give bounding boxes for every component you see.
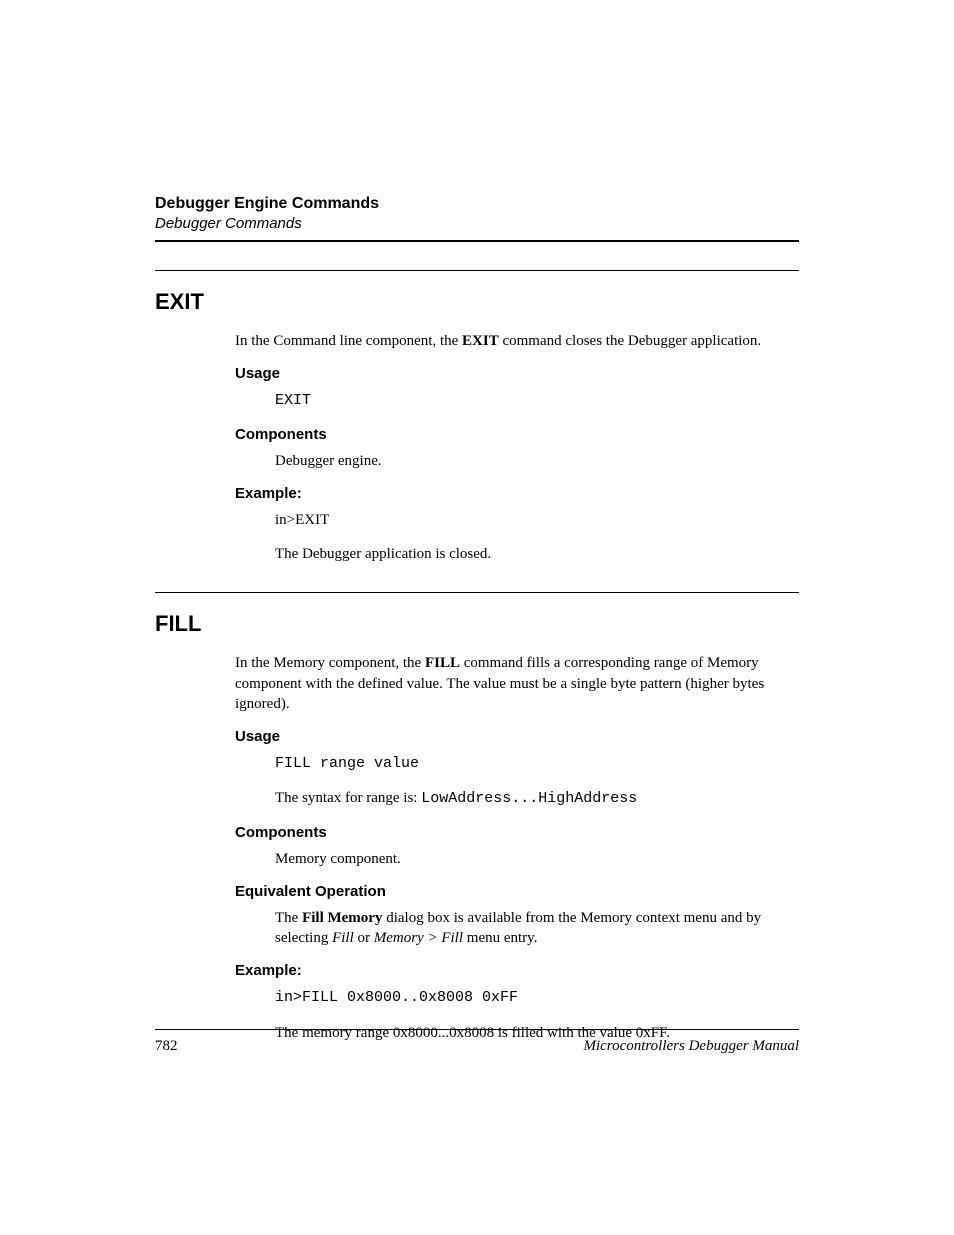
body-line: Memory component. (275, 849, 799, 869)
running-head-subtitle: Debugger Commands (155, 215, 799, 232)
command-title-fill: FILL (155, 611, 799, 637)
text-run: in>EXIT (275, 512, 329, 528)
page-number: 782 (155, 1038, 178, 1055)
body-line: Debugger engine. (275, 451, 799, 471)
page: Debugger Engine Commands Debugger Comman… (0, 0, 954, 1235)
running-head-title: Debugger Engine Commands (155, 195, 799, 213)
text-run: in>FILL 0x8000..0x8008 0xFF (275, 989, 518, 1006)
command-title-exit: EXIT (155, 289, 799, 315)
manual-title: Microcontrollers Debugger Manual (583, 1038, 799, 1055)
text-run: Fill Memory (302, 910, 382, 926)
section-body-exit: In the Command line component, the EXIT … (235, 331, 799, 564)
sub-heading: Components (235, 426, 799, 443)
sub-heading: Example: (235, 962, 799, 979)
text-run: The (275, 910, 302, 926)
text-run: The Debugger application is closed. (275, 546, 491, 562)
sub-heading: Equivalent Operation (235, 883, 799, 900)
text-run: FILL (425, 655, 460, 671)
body-line: FILL range value (275, 753, 799, 774)
sub-heading: Components (235, 824, 799, 841)
text-run: LowAddress...HighAddress (421, 790, 637, 807)
body-line: The Debugger application is closed. (275, 544, 799, 564)
sections: EXITIn the Command line component, the E… (155, 270, 799, 1043)
text-run: EXIT (275, 392, 311, 409)
footer: 782 Microcontrollers Debugger Manual (155, 1029, 799, 1055)
body-line: The syntax for range is: LowAddress...Hi… (275, 788, 799, 809)
sub-heading: Example: (235, 485, 799, 502)
text-run: EXIT (462, 333, 499, 349)
sub-heading: Usage (235, 728, 799, 745)
text-run: Debugger engine. (275, 453, 382, 469)
section-rule (155, 270, 799, 271)
running-head: Debugger Engine Commands Debugger Comman… (155, 195, 799, 232)
text-run: menu entry. (463, 930, 537, 946)
text-run: In the Memory component, the (235, 655, 425, 671)
section-body-fill: In the Memory component, the FILL comman… (235, 653, 799, 1043)
body-line: The Fill Memory dialog box is available … (275, 908, 799, 949)
body-line: in>FILL 0x8000..0x8008 0xFF (275, 987, 799, 1008)
intro-paragraph: In the Memory component, the FILL comman… (235, 653, 799, 714)
text-run: The syntax for range is: (275, 790, 421, 806)
text-run: Memory > Fill (374, 930, 463, 946)
sub-heading: Usage (235, 365, 799, 382)
text-run: Memory component. (275, 851, 401, 867)
body-line: in>EXIT (275, 510, 799, 530)
section-rule (155, 592, 799, 593)
text-run: or (354, 930, 374, 946)
header-rule (155, 240, 799, 242)
text-run: Fill (332, 930, 354, 946)
text-run: command closes the Debugger application. (499, 333, 761, 349)
text-run: FILL range value (275, 755, 419, 772)
body-line: EXIT (275, 390, 799, 411)
intro-paragraph: In the Command line component, the EXIT … (235, 331, 799, 351)
text-run: In the Command line component, the (235, 333, 462, 349)
